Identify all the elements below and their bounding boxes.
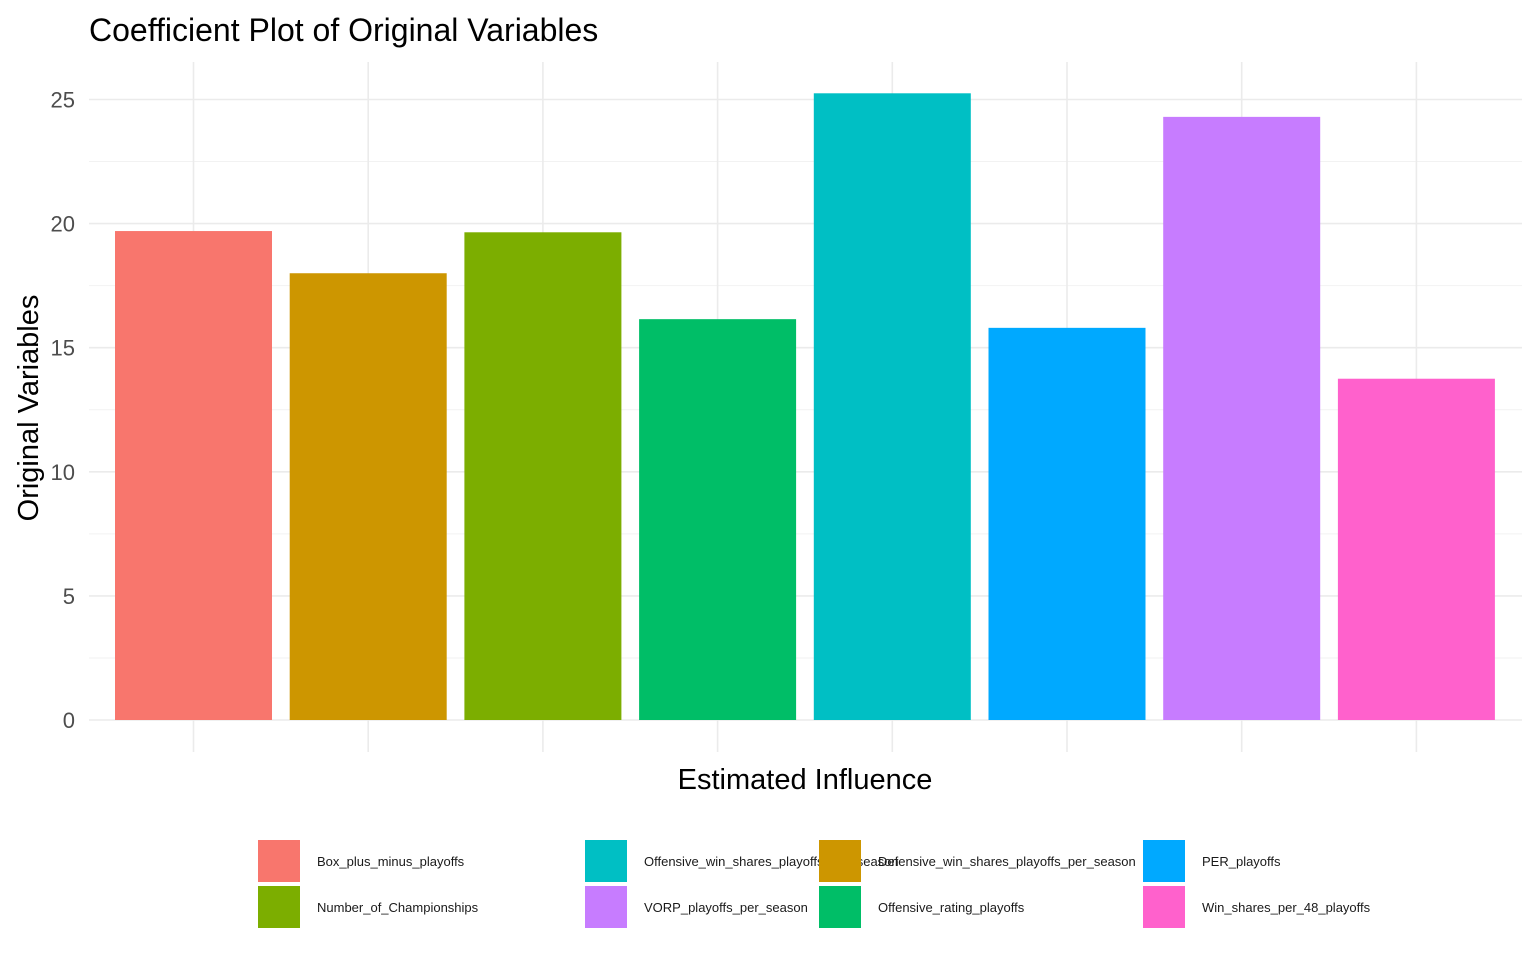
chart-title: Coefficient Plot of Original Variables (89, 12, 598, 48)
bar-offensive-win-shares-playoffs-per-season (813, 93, 971, 721)
y-tick-label: 5 (63, 584, 75, 609)
legend-key (1143, 886, 1185, 928)
bar-number-of-championships (464, 232, 622, 721)
legend-key (585, 840, 627, 882)
legend-label: Defensive_win_shares_playoffs_per_season (878, 854, 1136, 869)
legend-key (258, 840, 300, 882)
y-tick-label: 0 (63, 708, 75, 733)
legend-label: VORP_playoffs_per_season (644, 900, 808, 915)
y-tick-label: 15 (51, 336, 75, 361)
legend-label: Number_of_Championships (317, 900, 479, 915)
bar-per-playoffs (988, 327, 1146, 720)
legend-label: Win_shares_per_48_playoffs (1202, 900, 1371, 915)
y-axis-title: Original Variables (13, 295, 45, 522)
bar-offensive-rating-playoffs (639, 319, 797, 720)
y-axis-ticks: 0 5 10 15 20 25 (51, 88, 75, 734)
legend-label: Box_plus_minus_playoffs (317, 854, 465, 869)
legend-key (258, 886, 300, 928)
bar-box-plus-minus-playoffs (115, 231, 272, 720)
legend-key (819, 886, 861, 928)
legend-label: PER_playoffs (1202, 854, 1281, 869)
legend: Box_plus_minus_playoffs Number_of_Champio… (258, 840, 1371, 928)
bar-win-shares-per-48-playoffs (1337, 378, 1495, 720)
bar-vorp-playoffs-per-season (1163, 116, 1321, 720)
legend-key (1143, 840, 1185, 882)
y-tick-label: 25 (51, 88, 75, 113)
bars (115, 93, 1495, 721)
legend-key (585, 886, 627, 928)
y-tick-label: 10 (51, 460, 75, 485)
y-tick-label: 20 (51, 212, 75, 237)
legend-label: Offensive_rating_playoffs (878, 900, 1025, 915)
bar-defensive-win-shares-playoffs-per-season (289, 273, 447, 720)
legend-key (819, 840, 861, 882)
x-axis-title: Estimated Influence (678, 764, 933, 796)
